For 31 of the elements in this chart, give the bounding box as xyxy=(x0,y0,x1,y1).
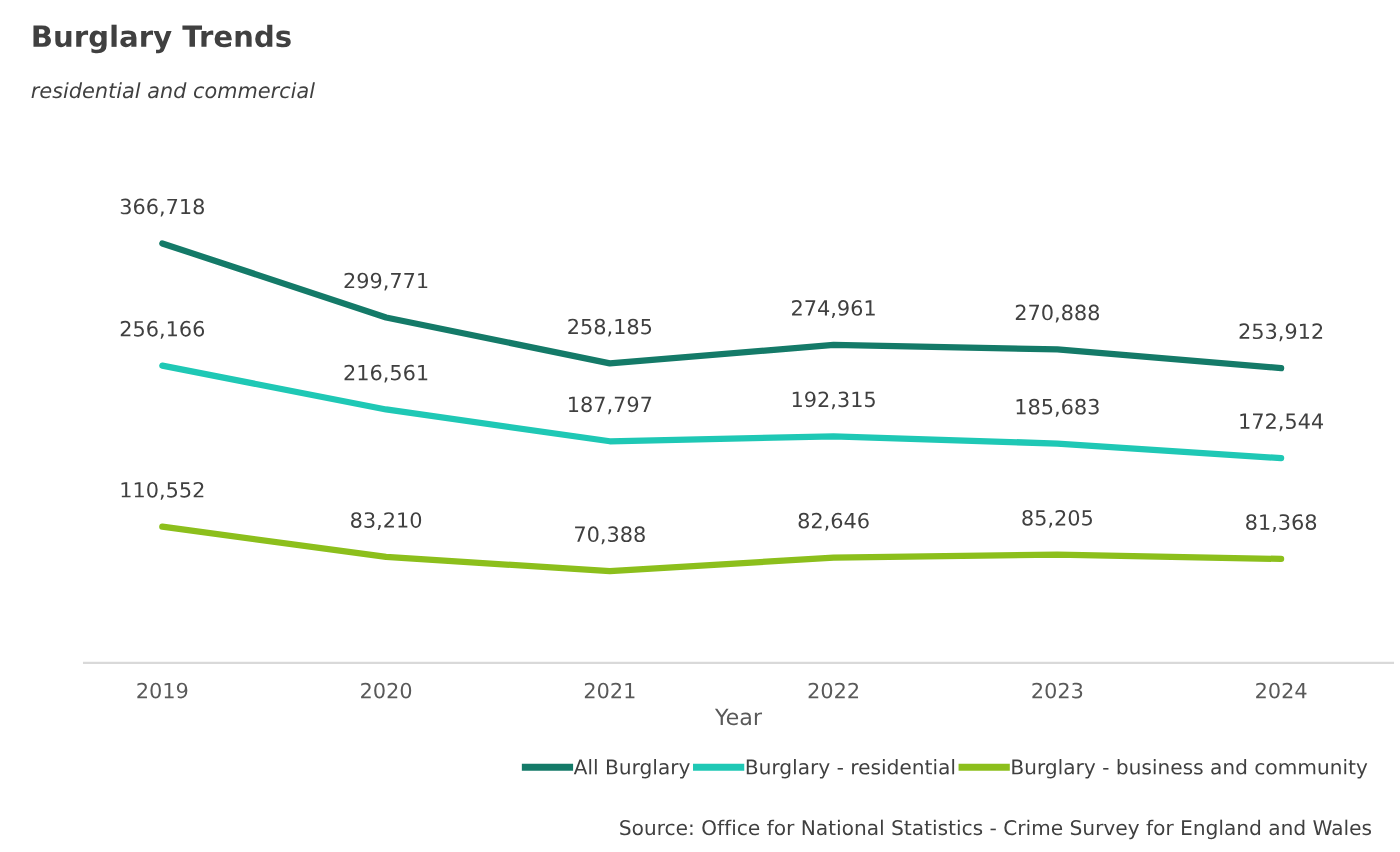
legend-label: All Burglary xyxy=(573,759,690,779)
data-label: 216,561 xyxy=(344,364,428,383)
data-label: 82,646 xyxy=(798,512,869,531)
data-label: 81,368 xyxy=(1246,514,1317,533)
x-tick-label: 2022 xyxy=(808,682,859,699)
data-label: 172,544 xyxy=(1240,413,1324,432)
x-tick-label: 2021 xyxy=(584,682,635,699)
data-label: 270,888 xyxy=(1015,304,1100,323)
x-tick-label: 2023 xyxy=(1032,682,1083,699)
chart-title: Burglary Trends xyxy=(33,24,291,54)
data-label: 366,718 xyxy=(120,198,204,217)
data-label: 83,210 xyxy=(351,512,422,531)
data-label: 110,552 xyxy=(121,481,204,500)
legend-label: Burglary - business and community xyxy=(1012,759,1368,779)
data-label: 299,771 xyxy=(344,272,428,291)
data-label: 253,912 xyxy=(1239,323,1323,342)
x-axis-title: Year xyxy=(714,708,763,726)
data-label: 192,315 xyxy=(792,391,875,410)
x-tick-label: 2024 xyxy=(1256,682,1307,699)
x-tick-label: 2019 xyxy=(137,682,188,699)
data-label: 85,205 xyxy=(1022,509,1092,528)
data-label: 185,683 xyxy=(1016,398,1099,417)
data-label: 274,961 xyxy=(792,300,875,318)
data-label: 187,797 xyxy=(569,396,652,415)
data-label: 256,166 xyxy=(120,320,205,339)
data-label: 258,185 xyxy=(568,318,652,337)
legend-label: Burglary - residential xyxy=(746,759,955,779)
data-label: 70,388 xyxy=(575,526,645,545)
x-tick-label: 2020 xyxy=(361,682,412,699)
chart-subtitle: residential and commercial xyxy=(31,82,315,99)
source-note: Source: Office for National Statistics - Crime Survey for England and Wales xyxy=(620,819,1372,840)
